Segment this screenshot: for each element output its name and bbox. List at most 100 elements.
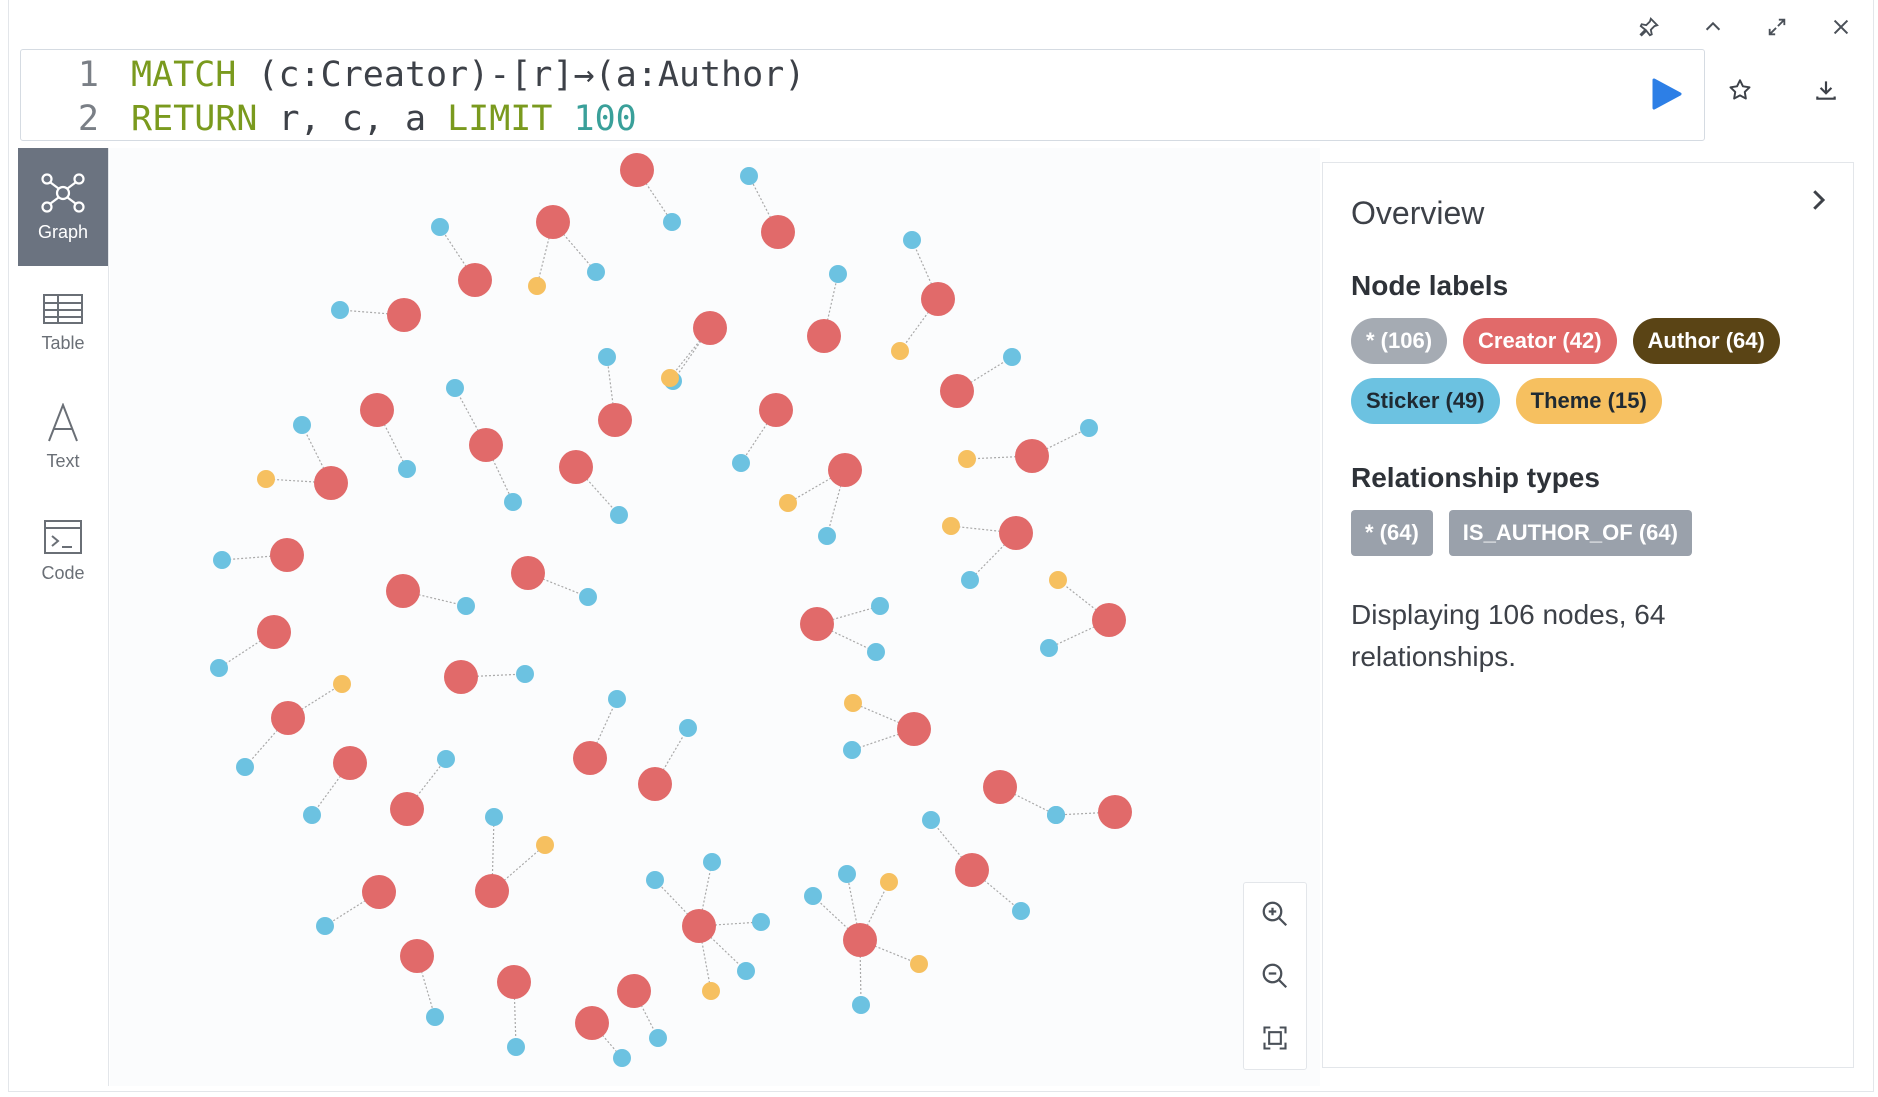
sticker-node[interactable] xyxy=(867,643,885,661)
creator-node[interactable] xyxy=(843,923,877,957)
relationship-edge[interactable] xyxy=(899,298,939,352)
relationship-edge[interactable] xyxy=(956,356,1013,392)
creator-node[interactable] xyxy=(271,701,305,735)
sticker-node[interactable] xyxy=(852,996,870,1014)
pin-icon[interactable] xyxy=(1634,12,1664,42)
node-label-chip-sticker[interactable]: Sticker (49) xyxy=(1351,378,1500,424)
sticker-node[interactable] xyxy=(210,659,228,677)
relationship-edge[interactable] xyxy=(911,239,939,300)
relationship-edge[interactable] xyxy=(787,469,846,504)
creator-node[interactable] xyxy=(999,516,1033,550)
sticker-node[interactable] xyxy=(587,263,605,281)
creator-node[interactable] xyxy=(955,853,989,887)
sticker-node[interactable] xyxy=(507,1038,525,1056)
creator-node[interactable] xyxy=(620,153,654,187)
sticker-node[interactable] xyxy=(838,865,856,883)
creator-node[interactable] xyxy=(1015,439,1049,473)
relationship-edge[interactable] xyxy=(816,623,877,653)
relationship-edge[interactable] xyxy=(969,532,1017,581)
sticker-node[interactable] xyxy=(843,741,861,759)
theme-node[interactable] xyxy=(702,982,720,1000)
relationship-edge[interactable] xyxy=(846,873,861,941)
relationship-edge[interactable] xyxy=(606,356,616,421)
relationship-edge[interactable] xyxy=(698,925,712,992)
creator-node[interactable] xyxy=(598,403,632,437)
sticker-node[interactable] xyxy=(457,597,475,615)
relationship-edge[interactable] xyxy=(287,683,343,719)
sticker-node[interactable] xyxy=(610,506,628,524)
sticker-node[interactable] xyxy=(446,379,464,397)
sticker-node[interactable] xyxy=(608,690,626,708)
sticker-node[interactable] xyxy=(871,597,889,615)
theme-node[interactable] xyxy=(257,470,275,488)
relationship-edge[interactable] xyxy=(460,673,526,678)
relationship-edge[interactable] xyxy=(536,221,554,287)
relationship-edge[interactable] xyxy=(1031,427,1090,457)
relationship-edge[interactable] xyxy=(816,605,881,625)
sticker-node[interactable] xyxy=(504,493,522,511)
sticker-node[interactable] xyxy=(598,348,616,366)
relationship-chip-all[interactable]: * (64) xyxy=(1351,510,1433,556)
creator-node[interactable] xyxy=(536,205,570,239)
relationship-edge[interactable] xyxy=(301,424,332,484)
creator-node[interactable] xyxy=(828,453,862,487)
relationship-edge[interactable] xyxy=(324,891,380,927)
sticker-node[interactable] xyxy=(1047,806,1065,824)
creator-node[interactable] xyxy=(897,712,931,746)
creator-node[interactable] xyxy=(314,466,348,500)
sticker-node[interactable] xyxy=(818,527,836,545)
relationship-edge[interactable] xyxy=(376,409,408,470)
creator-node[interactable] xyxy=(387,298,421,332)
relationship-edge[interactable] xyxy=(221,554,288,561)
sticker-node[interactable] xyxy=(236,758,254,776)
sticker-node[interactable] xyxy=(303,806,321,824)
relationship-edge[interactable] xyxy=(416,955,436,1018)
relationship-edge[interactable] xyxy=(672,327,711,382)
creator-node[interactable] xyxy=(800,607,834,641)
sticker-node[interactable] xyxy=(579,588,597,606)
relationship-chip-is-author-of[interactable]: IS_AUTHOR_OF (64) xyxy=(1448,510,1692,556)
node-label-chip-creator[interactable]: Creator (42) xyxy=(1463,318,1617,364)
relationship-edge[interactable] xyxy=(999,786,1057,816)
close-icon[interactable] xyxy=(1826,12,1856,42)
theme-node[interactable] xyxy=(1049,571,1067,589)
relationship-edge[interactable] xyxy=(971,869,1022,912)
sticker-node[interactable] xyxy=(293,416,311,434)
creator-node[interactable] xyxy=(458,263,492,297)
relationship-edge[interactable] xyxy=(527,572,589,598)
sticker-node[interactable] xyxy=(1003,348,1021,366)
theme-node[interactable] xyxy=(528,277,546,295)
relationship-edge[interactable] xyxy=(406,758,447,810)
sticker-node[interactable] xyxy=(804,887,822,905)
relationship-edge[interactable] xyxy=(852,702,915,730)
creator-node[interactable] xyxy=(617,974,651,1008)
relationship-edge[interactable] xyxy=(513,981,517,1048)
chevron-up-icon[interactable] xyxy=(1698,12,1728,42)
creator-node[interactable] xyxy=(761,215,795,249)
sticker-node[interactable] xyxy=(752,913,770,931)
graph-visualization[interactable] xyxy=(110,148,1320,1086)
relationship-edge[interactable] xyxy=(698,861,713,927)
relationship-edge[interactable] xyxy=(851,728,915,751)
theme-node[interactable] xyxy=(536,836,554,854)
fit-to-screen-icon[interactable] xyxy=(1258,1021,1292,1055)
relationship-edge[interactable] xyxy=(439,226,476,281)
creator-node[interactable] xyxy=(333,746,367,780)
theme-node[interactable] xyxy=(661,369,679,387)
relationship-edge[interactable] xyxy=(698,925,747,972)
creator-node[interactable] xyxy=(444,660,478,694)
sticker-node[interactable] xyxy=(331,301,349,319)
creator-node[interactable] xyxy=(270,538,304,572)
expand-icon[interactable] xyxy=(1762,12,1792,42)
creator-node[interactable] xyxy=(693,311,727,345)
relationship-edge[interactable] xyxy=(218,631,275,669)
relationship-edge[interactable] xyxy=(311,762,351,816)
creator-node[interactable] xyxy=(1098,795,1132,829)
creator-node[interactable] xyxy=(559,450,593,484)
theme-node[interactable] xyxy=(958,450,976,468)
relationship-edge[interactable] xyxy=(485,444,514,503)
relationship-edge[interactable] xyxy=(812,895,861,941)
query-editor[interactable]: 1 MATCH (c:Creator)-[r]→(a:Author) 2 RET… xyxy=(20,49,1705,141)
creator-node[interactable] xyxy=(759,393,793,427)
relationship-edge[interactable] xyxy=(669,327,711,379)
